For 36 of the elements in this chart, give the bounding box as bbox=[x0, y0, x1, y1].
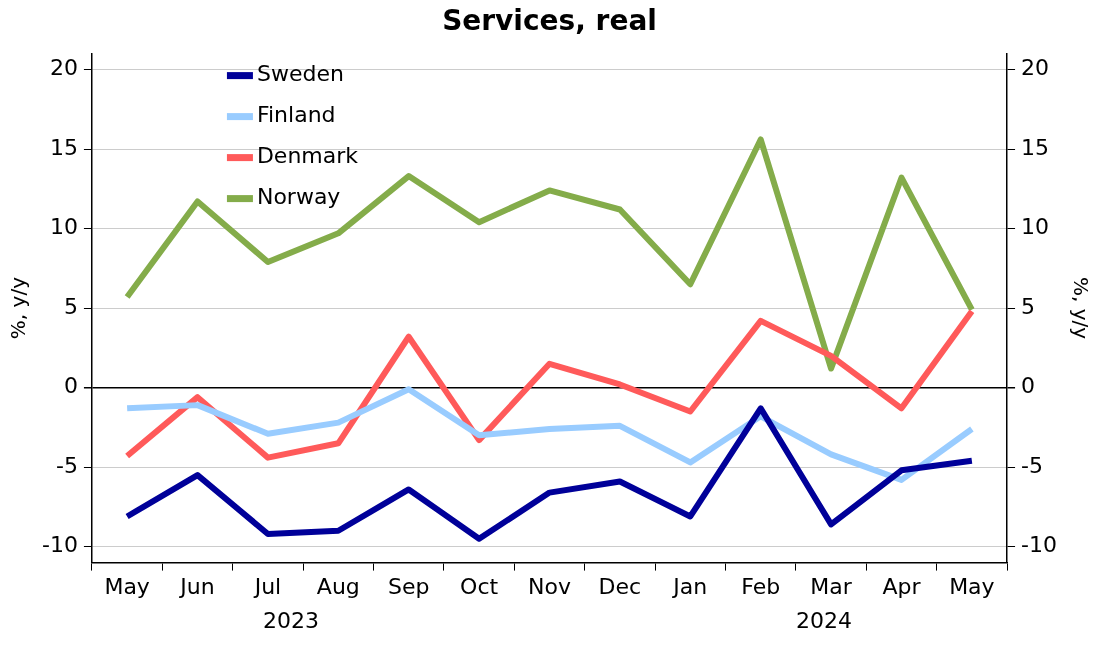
legend-label: Sweden bbox=[256, 61, 344, 87]
y2-tick-label: -5 bbox=[1021, 452, 1043, 478]
y-tick-label: 0 bbox=[63, 373, 78, 399]
x-tick-label: Jan bbox=[671, 573, 708, 599]
x-tick-label: May bbox=[949, 573, 995, 599]
x-tick-label: Apr bbox=[882, 573, 922, 599]
x-tick-label: Mar bbox=[810, 573, 853, 599]
chart-title: Services, real bbox=[442, 4, 657, 38]
y2-tick-label: 5 bbox=[1021, 293, 1036, 319]
x-tick-label: Oct bbox=[460, 573, 499, 599]
y2-axis-title: %, y/y bbox=[1068, 277, 1093, 340]
y2-tick-label: 0 bbox=[1021, 373, 1036, 399]
y-tick-label: 20 bbox=[49, 55, 78, 81]
y-tick-label: 5 bbox=[63, 293, 78, 319]
y-tick-label: -10 bbox=[42, 532, 78, 558]
text: 2024 bbox=[796, 607, 853, 633]
x-tick-label: Aug bbox=[316, 573, 360, 599]
legend-label: Norway bbox=[256, 184, 341, 210]
legend-label: Finland bbox=[256, 102, 336, 128]
y2-tick-label: 15 bbox=[1021, 134, 1050, 160]
x-tick-label: Nov bbox=[528, 573, 571, 599]
x-tick-label: Jun bbox=[178, 573, 215, 599]
x-tick-label: Dec bbox=[598, 573, 642, 599]
y2-tick-label: 20 bbox=[1021, 55, 1050, 81]
y-tick-label: 15 bbox=[49, 134, 78, 160]
text: 2023 bbox=[262, 607, 319, 633]
y2-tick-label: -10 bbox=[1021, 532, 1057, 558]
x-tick-label: May bbox=[104, 573, 150, 599]
legend-label: Denmark bbox=[256, 143, 359, 169]
y-tick-label: 10 bbox=[49, 214, 78, 240]
x-tick-label: Feb bbox=[741, 573, 781, 599]
y-tick-label: -5 bbox=[56, 452, 78, 478]
y-axis-title: %, y/y bbox=[6, 276, 31, 340]
x-tick-label: Jul bbox=[252, 573, 282, 599]
y2-tick-label: 10 bbox=[1021, 214, 1050, 240]
x-tick-label: Sep bbox=[387, 573, 430, 599]
